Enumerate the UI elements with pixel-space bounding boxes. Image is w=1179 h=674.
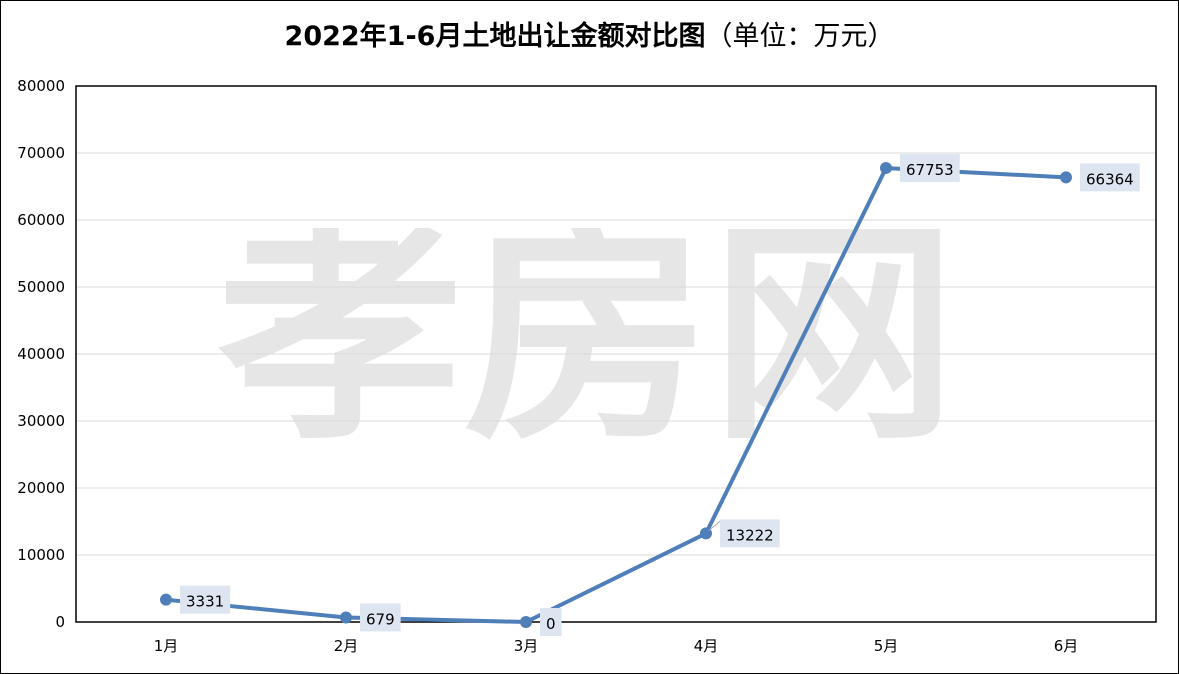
data-label-background [540,608,562,636]
data-label-background [360,603,401,632]
data-point-marker [880,162,892,175]
data-label-text: 679 [366,610,395,628]
y-tick-label: 80000 [17,77,65,95]
data-point-marker [520,616,532,628]
y-axis-tick-labels: 0 10000 20000 30000 40000 50000 60000 70000 8000… [17,77,65,631]
series-line [164,166,1068,624]
data-point-marker [1060,171,1072,184]
data-label-background [900,154,960,183]
x-tick-label: 4月 [694,637,719,655]
chart-title: 2022年1-6月土地出让金额对比图（单位：万元） [0,14,1179,53]
data-point-marker [340,611,352,624]
y-tick-label: 60000 [17,211,65,229]
x-tick-label: 2月 [334,637,359,655]
data-label-text: 67753 [906,161,954,179]
y-tick-label: 50000 [17,278,65,296]
data-label: 679 [360,603,401,632]
data-label: 3331 [180,585,231,614]
data-label-background [720,519,780,548]
y-tick-label: 70000 [17,144,65,162]
y-tick-label: 0 [55,613,65,631]
plot-area-border [75,85,1157,623]
watermark: 孝房网 [217,228,957,443]
data-label-leader-line [708,521,721,531]
y-tick-label: 30000 [17,412,65,430]
x-tick-label: 6月 [1054,637,1079,655]
data-label: 66364 [1080,163,1140,192]
gridlines [76,152,1156,556]
y-tick-label: 20000 [17,479,65,497]
x-tick-label: 1月 [154,637,179,655]
chart-title-main: 2022年1-6月土地出让金额对比图 [284,21,706,52]
data-label-text: 66364 [1086,170,1134,188]
x-axis-tick-labels: 1月 2月 3月 4月 5月 6月 [154,637,1079,655]
data-label: 13222 [708,519,780,548]
data-label-background [180,585,231,614]
data-label-background [1080,163,1140,192]
data-label-text: 0 [546,615,556,633]
data-point-marker [160,593,172,606]
series-revenue [160,162,1072,628]
data-label: 0 [540,608,562,636]
data-labels: 3331 679 0 13222 67753 66364 [180,154,1140,636]
data-label: 67753 [900,154,960,183]
data-label-text: 13222 [726,526,774,544]
x-tick-label: 5月 [874,637,899,655]
chart-title-unit: （单位：万元） [705,21,895,52]
watermark-text: 孝房网 [217,228,957,443]
y-tick-label: 40000 [17,345,65,363]
x-tick-label: 3月 [514,637,539,655]
y-tick-label: 10000 [17,546,65,564]
data-label-text: 3331 [186,593,224,611]
